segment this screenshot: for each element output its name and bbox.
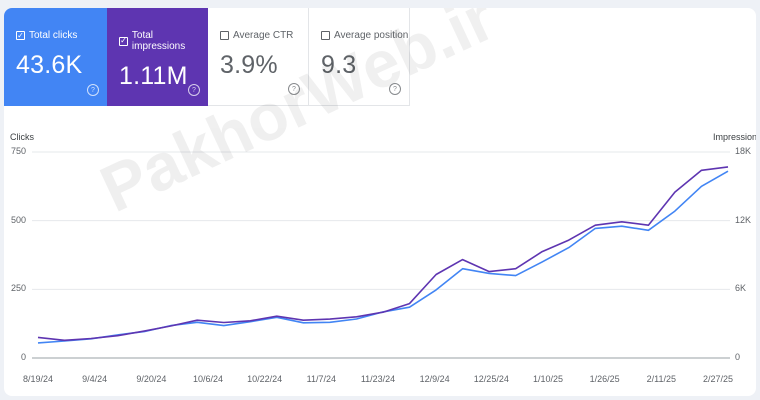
average-position-value: 9.3 — [321, 51, 357, 79]
x-tick-label: 2/11/25 — [646, 374, 677, 384]
y-tick-label: 500 — [10, 214, 26, 225]
empty-box-icon[interactable] — [321, 31, 330, 40]
y2-axis-title: Impressions — [713, 132, 756, 142]
performance-chart[interactable] — [4, 8, 756, 396]
average-ctr-tab[interactable]: Average CTR 3.9% ? — [208, 8, 309, 106]
average-ctr-label: Average CTR — [233, 30, 294, 41]
help-circle-icon[interactable]: ? — [188, 84, 200, 96]
performance-card: ✓ Total clicks 43.6K ? ✓ Total impressio… — [4, 8, 756, 396]
x-tick-label: 11/7/24 — [306, 374, 337, 384]
y2-tick-label: 18K — [735, 146, 752, 156]
x-tick-label: 11/23/24 — [360, 374, 396, 384]
y2-tick-label: 6K — [735, 283, 747, 294]
x-tick-label: 9/4/24 — [82, 374, 108, 384]
y2-tick-label: 0 — [735, 352, 741, 362]
help-circle-icon[interactable]: ? — [87, 84, 99, 96]
metric-tabs: ✓ Total clicks 43.6K ? ✓ Total impressio… — [4, 8, 410, 106]
average-position-label: Average position — [334, 30, 409, 41]
x-tick-label: 9/20/24 — [136, 374, 167, 384]
y-axis-title: Clicks — [10, 132, 34, 142]
total-impressions-value: 1.11M — [119, 62, 188, 90]
y2-tick-label: 12K — [735, 214, 752, 225]
help-circle-icon[interactable]: ? — [288, 83, 300, 95]
x-tick-label: 12/25/24 — [473, 374, 509, 384]
average-position-tab[interactable]: Average position 9.3 ? — [309, 8, 410, 106]
total-clicks-value: 43.6K — [16, 51, 83, 79]
total-impressions-label: Total impressions — [131, 30, 186, 52]
series-line-impressions — [37, 166, 729, 342]
x-tick-label: 12/9/24 — [419, 374, 450, 384]
x-tick-label: 10/22/24 — [247, 374, 283, 384]
x-tick-label: 1/26/25 — [589, 374, 620, 384]
x-tick-label: 2/27/25 — [702, 374, 734, 384]
average-ctr-value: 3.9% — [220, 51, 278, 79]
check-box-icon[interactable]: ✓ — [119, 36, 128, 46]
total-impressions-tab[interactable]: ✓ Total impressions 1.11M ? — [107, 8, 208, 106]
help-circle-icon[interactable]: ? — [389, 83, 401, 95]
x-tick-label: 10/6/24 — [192, 374, 224, 384]
total-clicks-tab[interactable]: ✓ Total clicks 43.6K ? — [4, 8, 107, 106]
empty-box-icon[interactable] — [220, 31, 229, 40]
y-tick-label: 750 — [10, 146, 26, 156]
check-box-icon[interactable]: ✓ — [16, 30, 25, 40]
total-clicks-label: Total clicks — [29, 30, 78, 41]
y-tick-label: 0 — [20, 352, 26, 362]
y-tick-label: 250 — [10, 283, 26, 294]
x-tick-label: 1/10/25 — [532, 374, 564, 384]
x-tick-label: 8/19/24 — [22, 374, 54, 384]
